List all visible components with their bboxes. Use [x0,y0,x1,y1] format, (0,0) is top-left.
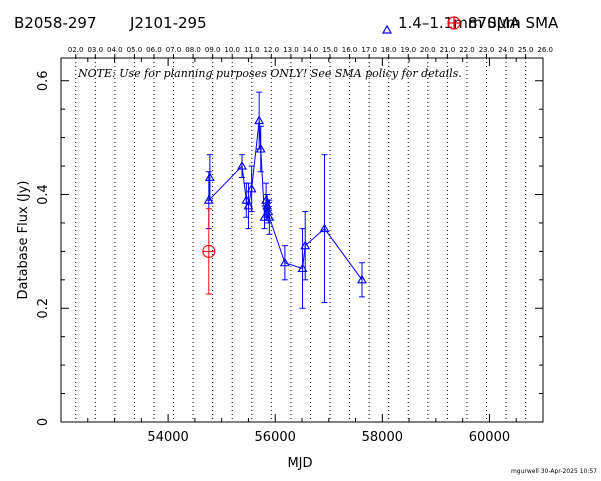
top-tick-label: 25.0 [518,46,534,54]
y-tick-label: 0 [36,418,51,426]
x-axis-label: MJD [287,456,312,471]
top-year-axis: 02.0 03.0 04.0 05.0 06.0 07.0 08.0 09.0 10.0 11.0… [68,46,553,58]
x-tick-label: 56000 [255,430,296,445]
credit-stamp: mgurwell 30-Apr-2025 10:57 [511,468,597,475]
top-tick-label: 15.0 [322,46,338,54]
x-tick-label: 58000 [362,430,403,445]
data-point [319,223,330,233]
top-tick-label: 13.0 [283,46,299,54]
top-tick-label: 05.0 [127,46,143,54]
legend-triangle-marker [381,24,393,34]
y-tick-label: 0.6 [36,70,51,91]
y-tick-label: 0.2 [36,298,51,319]
data-point [254,115,265,125]
planning-note: NOTE: Use for planning purposes ONLY! Se… [77,67,462,80]
series-sma-high [202,208,216,295]
series-sma-low [203,91,367,309]
data-point [203,195,214,204]
top-tick-label: 19.0 [400,46,416,54]
y-axis: 0 0.2 0.4 0.6 [36,70,543,426]
alt-source-name: J2101-295 [129,14,207,32]
top-tick-label: 21.0 [440,46,456,54]
series-line [208,120,363,281]
data-point [246,183,257,193]
top-tick-label: 22.0 [459,46,475,54]
data-point [279,257,290,267]
top-tick-label: 18.0 [381,46,397,54]
x-tick-label: 54000 [147,430,188,445]
data-point [237,160,247,170]
x-axis: 54000 56000 58000 60000 [87,58,517,445]
top-tick-label: 17.0 [361,46,377,54]
year-grid [75,58,527,422]
top-tick-label: 10.0 [224,46,240,54]
top-tick-label: 24.0 [498,46,514,54]
legend-circle-plus-marker [447,16,461,30]
top-tick-label: 03.0 [87,46,103,54]
data-point [300,240,311,250]
plot-frame [60,57,544,423]
top-tick-label: 11.0 [244,46,260,54]
top-tick-label: 20.0 [420,46,436,54]
top-tick-label: 07.0 [166,46,182,54]
data-point [243,200,254,210]
top-tick-label: 26.0 [537,46,553,54]
top-tick-label: 23.0 [479,46,495,54]
data-point [204,172,215,181]
top-tick-label: 02.0 [68,46,84,54]
legend: 1.4–1.1mm SMA 870μm SMA [381,14,559,34]
legend-sma-high-label: 870μm SMA [468,14,559,32]
data-point [264,212,275,221]
y-axis-label: Database Flux (Jy) [16,181,31,300]
top-tick-label: 16.0 [342,46,358,54]
top-tick-label: 04.0 [107,46,123,54]
y-tick-label: 0.4 [36,184,51,205]
top-tick-label: 12.0 [264,46,280,54]
data-point [357,274,367,284]
top-tick-label: 08.0 [185,46,201,54]
source-name: B2058-297 [14,14,97,32]
top-tick-label: 06.0 [146,46,162,54]
data-point [255,143,266,153]
top-tick-label: 09.0 [205,46,221,54]
x-tick-label: 60000 [469,430,510,445]
data-point [297,263,308,272]
top-tick-label: 14.0 [303,46,319,54]
